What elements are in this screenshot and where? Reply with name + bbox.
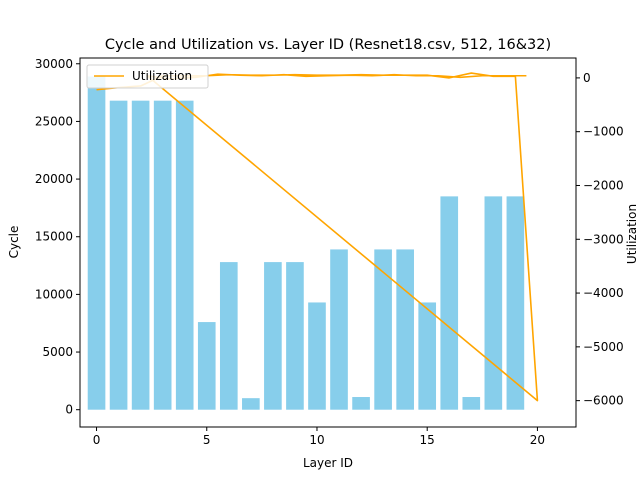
x-axis-label: Layer ID xyxy=(303,456,353,470)
chart-title: Cycle and Utilization vs. Layer ID (Resn… xyxy=(105,37,551,53)
y2-tick-label-0: 0 xyxy=(583,71,591,85)
y2-tick-label--5000: −5000 xyxy=(583,340,624,354)
bar-layer-1 xyxy=(109,100,128,410)
bar-layer-17 xyxy=(462,397,481,410)
y-axis-left: 0 5000 10000 15000 20000 25000 30000 xyxy=(35,57,80,417)
bar-layer-12 xyxy=(352,397,370,410)
legend-box xyxy=(86,64,209,89)
bar-layer-0 xyxy=(87,76,106,410)
bar-layer-8 xyxy=(264,262,282,410)
y-tick-label-5000: 5000 xyxy=(42,345,73,359)
utilization-line xyxy=(96,72,539,402)
bar-layer-16 xyxy=(440,196,459,410)
bar-layer-15 xyxy=(418,302,437,410)
bar-layer-2 xyxy=(131,100,150,410)
y-tick-label-10000: 10000 xyxy=(35,287,73,301)
x-tick-label-5: 5 xyxy=(203,433,211,447)
utilization-line-group xyxy=(96,72,539,402)
y-tick-label-20000: 20000 xyxy=(35,172,73,186)
bar-layer-7 xyxy=(242,398,260,410)
y2-axis-label: Utilization xyxy=(625,204,639,264)
legend-label-utilization: Utilization xyxy=(132,69,192,83)
bar-layer-14 xyxy=(396,249,414,410)
x-tick-label-10: 10 xyxy=(309,433,324,447)
y-tick-label-30000: 30000 xyxy=(35,57,73,71)
y-tick-label-25000: 25000 xyxy=(35,114,73,128)
bar-group xyxy=(87,76,525,410)
legend: Utilization xyxy=(86,64,209,89)
y2-tick-label--2000: −2000 xyxy=(583,178,624,192)
plot-frame xyxy=(79,57,577,428)
y-tick-label-15000: 15000 xyxy=(35,230,73,244)
bar-layer-5 xyxy=(197,322,216,410)
y-tick-label-0: 0 xyxy=(65,403,73,417)
y2-tick-label--1000: −1000 xyxy=(583,125,624,139)
x-tick-label-0: 0 xyxy=(93,433,101,447)
bar-layer-18 xyxy=(484,196,503,410)
y-axis-label: Cycle xyxy=(7,226,21,259)
y2-tick-label--6000: −6000 xyxy=(583,394,624,408)
bar-layer-6 xyxy=(219,262,238,410)
x-axis: 0 5 10 15 20 xyxy=(93,427,545,447)
bar-layer-4 xyxy=(175,100,194,410)
bar-layer-13 xyxy=(374,249,392,410)
bar-layer-19 xyxy=(506,196,525,410)
bar-layer-10 xyxy=(308,302,326,410)
x-tick-label-20: 20 xyxy=(530,433,545,447)
x-tick-label-15: 15 xyxy=(420,433,435,447)
y2-tick-label--3000: −3000 xyxy=(583,232,624,246)
bar-layer-9 xyxy=(286,262,304,410)
y-axis-right: 0 −1000 −2000 −3000 −4000 −5000 −6000 xyxy=(576,71,624,408)
bar-layer-11 xyxy=(330,249,348,410)
bar-layer-3 xyxy=(153,100,172,410)
y2-tick-label--4000: −4000 xyxy=(583,286,624,300)
